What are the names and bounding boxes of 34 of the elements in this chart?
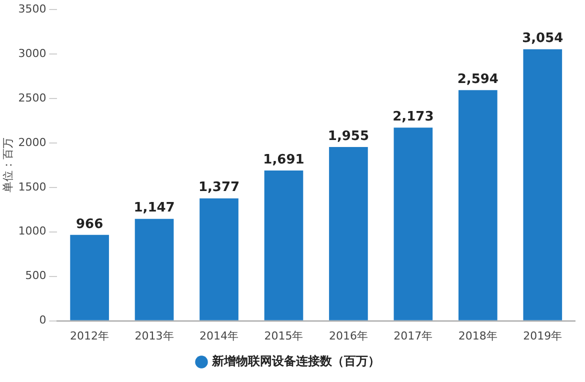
- data-label: 966: [76, 216, 104, 232]
- bar: [134, 218, 174, 320]
- data-label: 1,147: [134, 200, 175, 216]
- bar: [458, 90, 498, 320]
- bar: [329, 146, 368, 320]
- data-label: 2,594: [457, 72, 498, 88]
- x-tick-label: 2018年: [458, 329, 498, 342]
- bar: [264, 170, 304, 320]
- bar: [200, 198, 238, 320]
- data-label: 3,054: [522, 31, 564, 46]
- bar: [394, 128, 433, 320]
- x-tick-label: 2014年: [200, 329, 239, 342]
- x-tick-label: 2017年: [394, 329, 433, 342]
- y-tick-label: 0: [39, 314, 46, 327]
- bar: [523, 49, 562, 320]
- data-label: 1,377: [198, 180, 240, 196]
- x-tick-label: 2013年: [134, 329, 174, 342]
- data-label: 2,173: [392, 109, 434, 124]
- y-tick-label: 2000: [18, 136, 46, 149]
- y-tick-label: 1500: [18, 180, 46, 194]
- y-tick-label: 3000: [18, 46, 46, 60]
- y-tick-label: 1000: [18, 224, 46, 238]
- y-tick-label: 3500: [18, 2, 46, 16]
- y-axis-title: 单位：百万: [1, 138, 14, 193]
- x-tick-label: 2012年: [70, 329, 110, 342]
- y-tick-label: 500: [25, 269, 46, 282]
- data-label: 1,955: [328, 128, 370, 144]
- legend-label: 新增物联网设备连接数（百万）: [211, 354, 380, 368]
- x-tick-label: 2016年: [328, 329, 368, 342]
- data-label: 1,691: [263, 152, 304, 168]
- y-tick-label: 2500: [18, 91, 46, 104]
- bar: [70, 234, 109, 320]
- x-tick-label: 2019年: [523, 329, 562, 342]
- x-tick-label: 2015年: [264, 329, 304, 342]
